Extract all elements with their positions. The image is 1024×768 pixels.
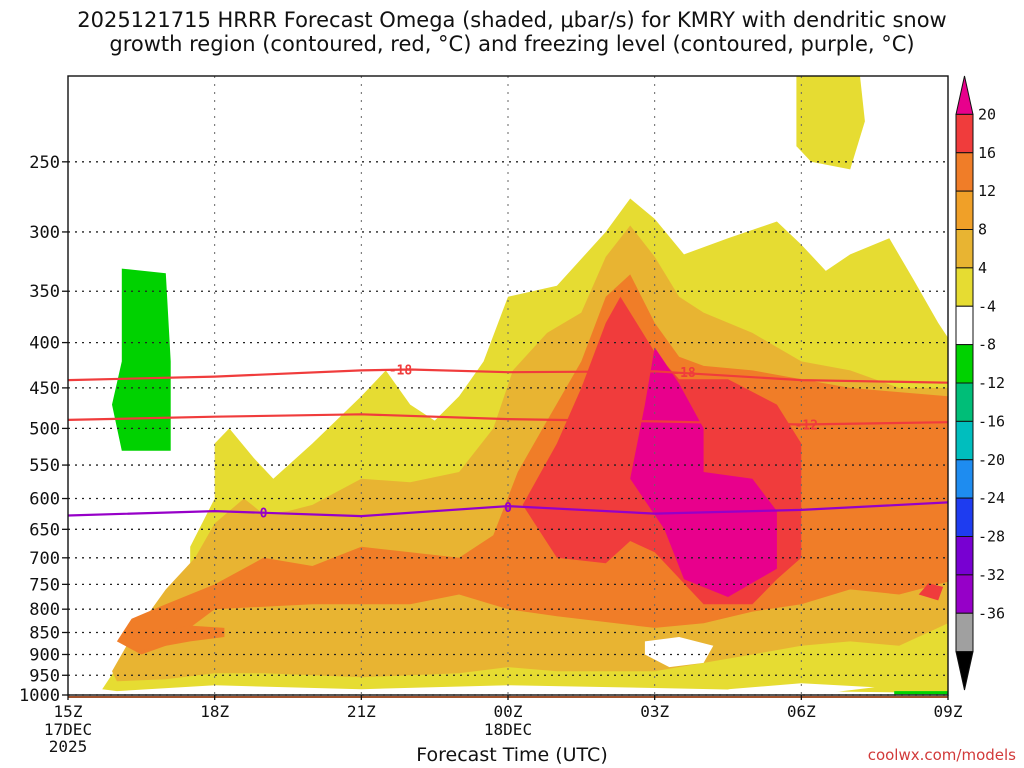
colorbar-segment-7 — [955, 344, 974, 384]
colorbar-segment-9 — [955, 420, 974, 461]
y-tick-label-700: 700 — [29, 549, 60, 569]
omega-region-20 — [630, 347, 777, 597]
colorbar-segment-11 — [955, 497, 974, 537]
omega-negative-region — [112, 268, 171, 451]
y-tick-label-800: 800 — [29, 600, 60, 620]
y-tick-label-950: 950 — [29, 666, 60, 686]
colorbar-label--16: -16 — [978, 412, 1005, 430]
omega-hole-low — [644, 637, 714, 668]
y-tick-label-500: 500 — [29, 419, 60, 439]
omega-region-4-top — [796, 76, 865, 170]
colorbar-segment-3 — [955, 190, 974, 230]
omega-negative-sfc — [894, 691, 948, 695]
chart-title-line1: 2025121715 HRRR Forecast Omega (shaded, … — [77, 8, 947, 32]
contour-dendritic-bottom — [67, 413, 949, 426]
omega-shading — [68, 76, 948, 698]
y-tick-label-350: 350 — [29, 282, 60, 302]
y-tick-label-750: 750 — [29, 575, 60, 595]
omega-region-16-small — [918, 583, 944, 601]
y-tick-label-400: 400 — [29, 334, 60, 354]
y-tick-label-300: 300 — [29, 223, 60, 243]
y-tick-label-550: 550 — [29, 456, 60, 476]
x-axis-title: Forecast Time (UTC) — [416, 744, 608, 766]
x-tick-label-03Z: 03Z — [640, 702, 669, 721]
contour-label-freezing-level-1: 0 — [504, 501, 512, 516]
colorbar-label--4: -4 — [978, 297, 996, 315]
colorbar-segment-14 — [955, 612, 974, 653]
colorbar: 20 16 12 8 4 -4 -8 -12 -16 -20 -24 -28 -32 -36 — [955, 75, 1005, 691]
x-tick-sublabel-15Z-1: 2025 — [49, 737, 88, 756]
colorbar-segment-12 — [955, 536, 974, 576]
colorbar-cap-bottom — [955, 651, 974, 691]
y-tick-label-1000: 1000 — [19, 686, 60, 706]
colorbar-label-12: 12 — [978, 182, 996, 200]
colorbar-segment-4 — [955, 229, 974, 269]
y-tick-label-900: 900 — [29, 645, 60, 665]
x-tick-sublabel-15Z-0: 17DEC — [44, 720, 92, 739]
colorbar-segment-5 — [955, 267, 974, 307]
colorbar-label--20: -20 — [978, 451, 1005, 469]
colorbar-label--8: -8 — [978, 336, 996, 354]
x-tick-label-21Z: 21Z — [347, 702, 376, 721]
colorbar-label--32: -32 — [978, 566, 1005, 584]
x-tick-label-09Z: 09Z — [934, 702, 963, 721]
x-tick-label-00Z: 00Z — [494, 702, 523, 721]
colorbar-segment-1 — [955, 113, 974, 154]
colorbar-label-20: 20 — [978, 105, 996, 123]
omega-region-12-low — [141, 625, 225, 651]
y-tick-label-850: 850 — [29, 623, 60, 643]
colorbar-label-4: 4 — [978, 259, 987, 277]
credit-text: coolwx.com/models — [867, 746, 1016, 764]
colorbar-label--12: -12 — [978, 374, 1005, 392]
x-tick-sublabel-00Z-0: 18DEC — [484, 720, 532, 739]
chart-title-line2: growth region (contoured, red, °C) and f… — [109, 32, 915, 56]
colorbar-segment-10 — [955, 459, 974, 499]
omega-hole-sfc — [728, 683, 875, 694]
y-tick-label-250: 250 — [29, 153, 60, 173]
contour-label-dendritic-bottom-0: -12 — [794, 419, 817, 434]
contours: -18 -18 -12 0 0 — [67, 364, 949, 521]
colorbar-segment-8 — [955, 382, 974, 422]
colorbar-segment-6 — [955, 305, 974, 346]
x-tick-label-18Z: 18Z — [200, 702, 229, 721]
contour-label-freezing-level-0: 0 — [260, 506, 268, 521]
x-tick-label-15Z: 15Z — [54, 702, 83, 721]
colorbar-label--36: -36 — [978, 604, 1005, 622]
contour-label-dendritic-top-1: -18 — [672, 366, 696, 381]
contour-label-dendritic-top-0: -18 — [389, 364, 413, 379]
x-tick-label-06Z: 06Z — [787, 702, 816, 721]
colorbar-segment-13 — [955, 574, 974, 614]
colorbar-label--28: -28 — [978, 528, 1005, 546]
y-axis: 2503003504004505005506006507007508008509… — [19, 153, 68, 706]
contour-freezing-level — [67, 501, 949, 518]
colorbar-cap-top — [955, 75, 974, 115]
y-tick-label-600: 600 — [29, 490, 60, 510]
contour-dendritic-top — [67, 368, 949, 384]
colorbar-label-8: 8 — [978, 221, 987, 239]
y-tick-label-450: 450 — [29, 379, 60, 399]
colorbar-segment-2 — [955, 152, 974, 192]
colorbar-label--24: -24 — [978, 489, 1005, 507]
colorbar-label-16: 16 — [978, 144, 996, 162]
y-tick-label-650: 650 — [29, 520, 60, 540]
